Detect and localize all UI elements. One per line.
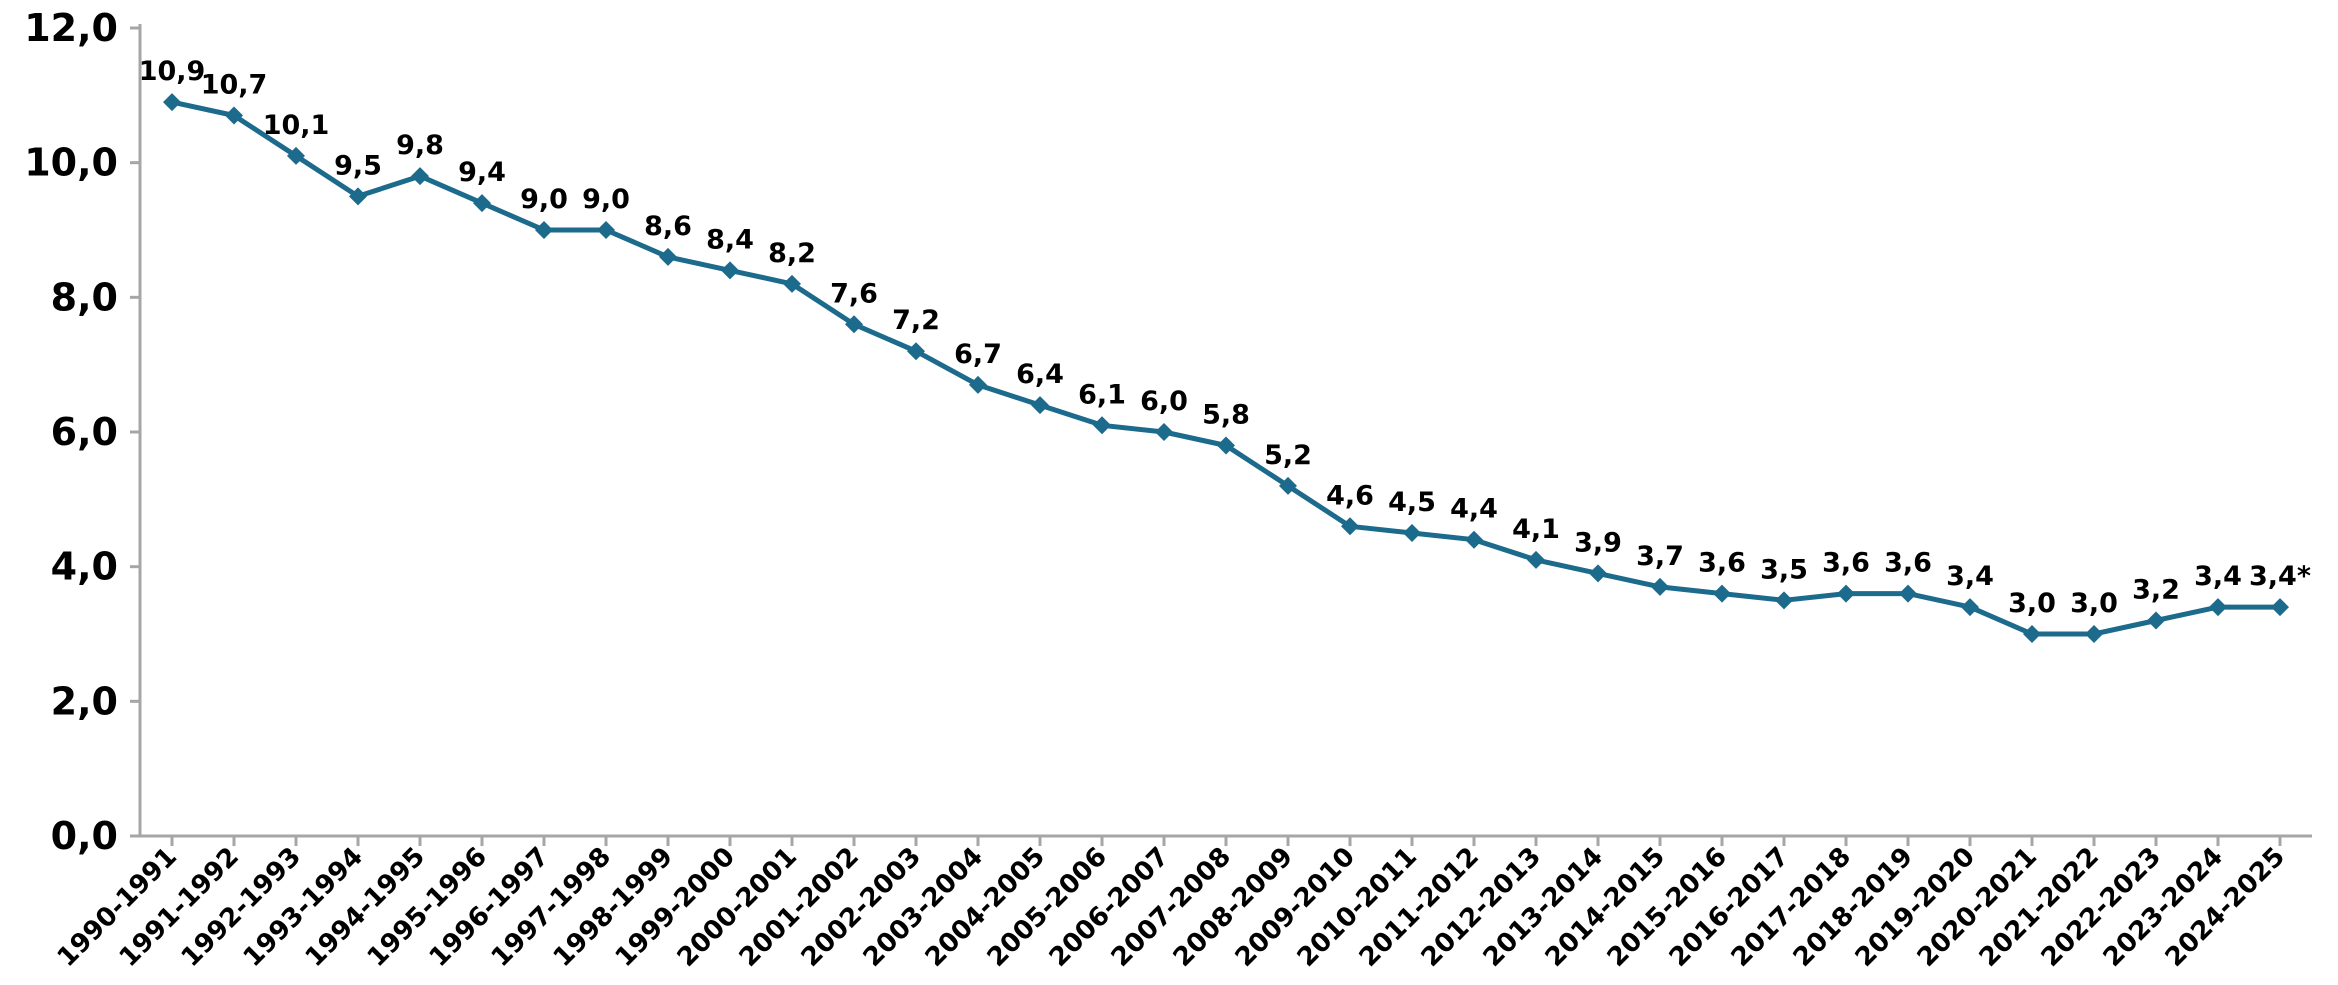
data-point-marker [1961, 598, 1979, 617]
y-tick-label: 0,0 [51, 814, 118, 858]
data-point-marker [2147, 611, 2165, 630]
data-label: 8,6 [644, 211, 692, 242]
data-label: 3,6 [1698, 548, 1746, 579]
data-label: 3,4 [1946, 561, 1994, 592]
data-point-marker [225, 106, 243, 125]
data-label: 5,2 [1264, 440, 1312, 471]
data-point-marker [1899, 584, 1917, 603]
data-label: 9,4 [458, 157, 506, 188]
data-label: 3,0 [2008, 588, 2056, 619]
data-label: 3,7 [1636, 541, 1684, 572]
data-label: 8,2 [768, 238, 816, 269]
data-label: 5,8 [1202, 399, 1250, 430]
data-point-marker [969, 375, 987, 394]
data-label: 6,0 [1140, 386, 1188, 417]
data-point-marker [163, 93, 181, 112]
data-label: 6,4 [1016, 359, 1064, 390]
data-label: 10,9 [139, 56, 206, 87]
data-label: 10,1 [263, 110, 330, 141]
data-label: 6,7 [954, 339, 1002, 370]
data-label: 3,4* [2249, 561, 2311, 592]
data-label: 9,0 [520, 184, 568, 215]
data-point-marker [845, 315, 863, 334]
data-point-marker [2023, 625, 2041, 643]
data-point-marker [1713, 584, 1731, 603]
y-tick-label: 4,0 [51, 545, 118, 589]
data-point-marker [1279, 476, 1297, 495]
data-label: 9,8 [396, 130, 444, 161]
data-label: 3,5 [1760, 554, 1808, 585]
data-label: 4,6 [1326, 480, 1374, 511]
data-label: 3,0 [2070, 588, 2118, 619]
data-label: 3,4 [2194, 561, 2242, 592]
data-label: 4,1 [1512, 514, 1560, 545]
data-point-marker [1651, 577, 1669, 596]
data-point-marker [1155, 423, 1173, 441]
data-point-marker [2209, 598, 2227, 617]
data-label: 3,6 [1822, 548, 1870, 579]
data-point-marker [535, 221, 553, 239]
data-point-marker [287, 146, 305, 165]
data-point-marker [1031, 396, 1049, 415]
series [163, 93, 2289, 643]
y-tick-label: 10,0 [24, 141, 118, 185]
y-tick-label: 8,0 [51, 275, 118, 319]
data-point-marker [1589, 564, 1607, 583]
data-point-marker [721, 261, 739, 280]
data-point-marker [907, 342, 925, 361]
y-tick-label: 6,0 [51, 410, 118, 454]
data-point-marker [411, 167, 429, 186]
data-point-marker [1465, 530, 1483, 549]
data-label: 9,5 [334, 150, 382, 181]
y-axis: 0,0 2,0 4,0 6,0 8,0 10,0 12,0 [24, 6, 142, 858]
y-tick-label: 12,0 [24, 6, 118, 50]
data-point-marker [1837, 584, 1855, 603]
data-label: 3,9 [1574, 527, 1622, 558]
data-point-marker [1403, 524, 1421, 542]
data-labels: 10,910,7 10,19,5 9,8 9,4 9,0 9,0 8,6 8,4 8,2 7,6 7… [139, 56, 2311, 619]
data-point-marker [473, 194, 491, 213]
data-label: 3,6 [1884, 548, 1932, 579]
data-label: 4,4 [1450, 494, 1498, 525]
data-label: 4,5 [1388, 487, 1436, 518]
data-point-marker [597, 221, 615, 239]
data-point-marker [1217, 436, 1235, 455]
data-point-marker [1341, 517, 1359, 536]
data-point-marker [659, 247, 677, 266]
data-point-marker [1527, 550, 1545, 569]
data-point-marker [349, 187, 367, 206]
data-label: 10,7 [201, 70, 268, 101]
x-axis: 1990-19911991-19921992-19931993-19941994… [52, 834, 2312, 973]
data-label: 3,2 [2132, 575, 2180, 606]
data-label: 7,6 [830, 278, 878, 309]
y-tick-label: 2,0 [51, 679, 118, 723]
data-point-marker [2271, 598, 2289, 617]
data-label: 8,4 [706, 224, 754, 255]
data-point-marker [1093, 416, 1111, 435]
data-point-marker [2085, 625, 2103, 643]
data-label: 7,2 [892, 305, 940, 336]
data-point-marker [1775, 591, 1793, 610]
data-label: 6,1 [1078, 379, 1126, 410]
data-point-marker [783, 274, 801, 293]
data-label: 9,0 [582, 184, 630, 215]
